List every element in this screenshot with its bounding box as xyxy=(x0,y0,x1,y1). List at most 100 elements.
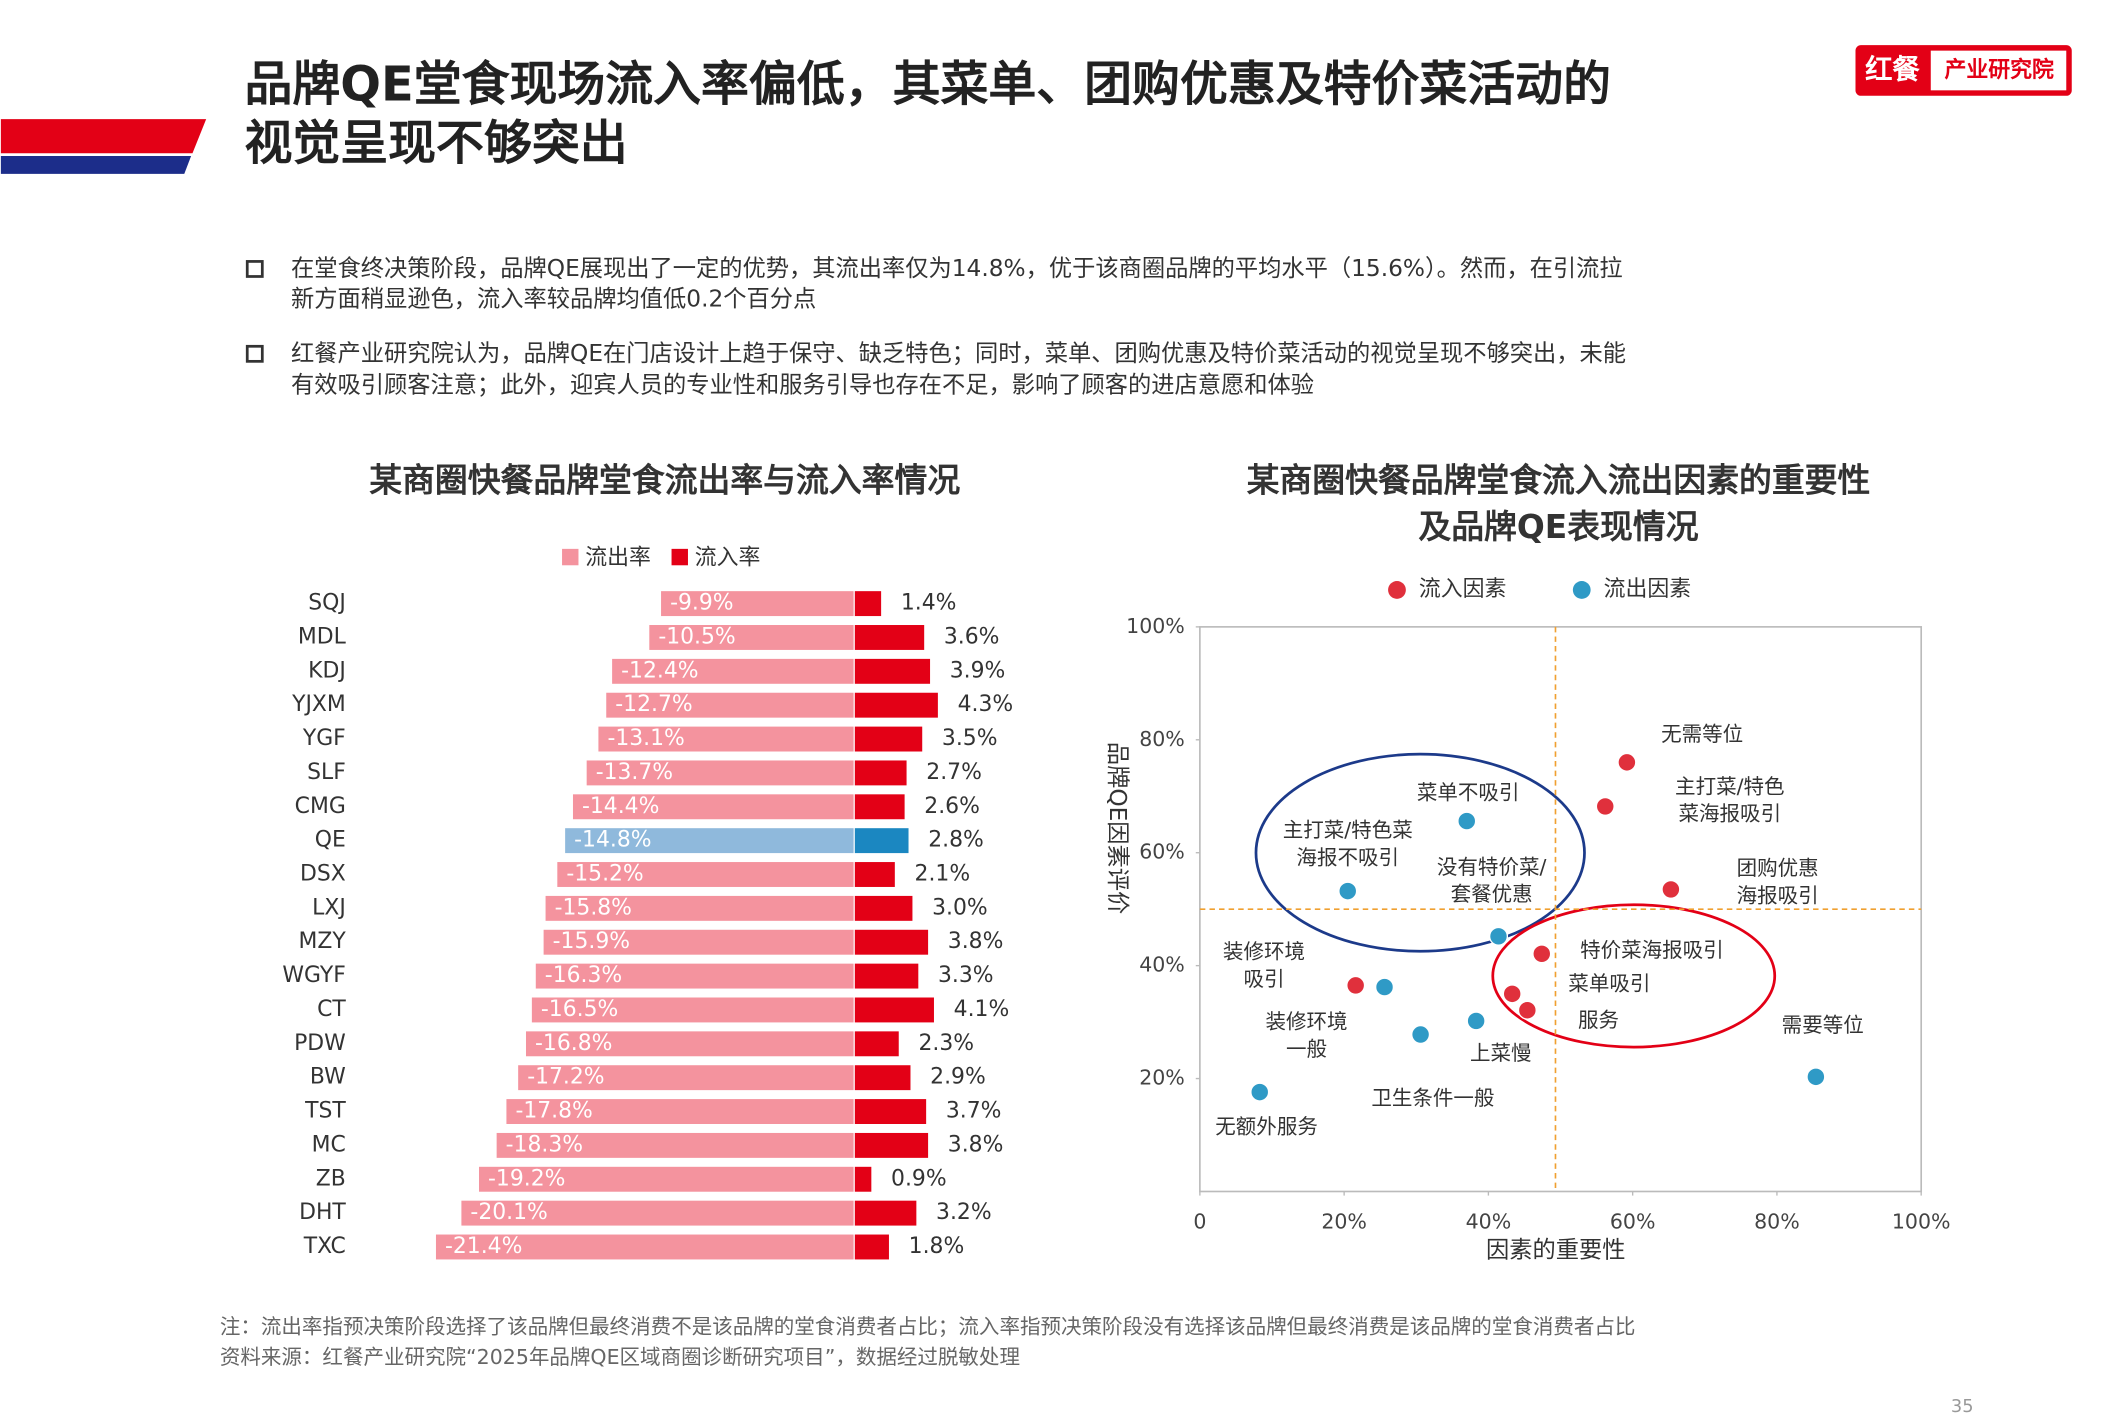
value-label: -12.7% xyxy=(615,692,692,717)
value-label: -16.3% xyxy=(545,963,622,988)
category-label: DHT xyxy=(299,1200,346,1225)
point xyxy=(1502,984,1522,1004)
bar xyxy=(853,725,924,753)
value-label: -18.3% xyxy=(506,1132,583,1157)
point-label: 菜单吸引 xyxy=(1568,971,1650,995)
bar xyxy=(524,1030,855,1058)
point-label: 特价菜海报吸引 xyxy=(1580,938,1724,962)
value-label: -15.8% xyxy=(555,895,632,920)
point-label: 卫生条件一般 xyxy=(1371,1086,1494,1110)
category-label: LXJ xyxy=(312,895,346,920)
point-label: 海报不吸引 xyxy=(1296,845,1399,869)
value-label: 2.7% xyxy=(926,760,982,785)
value-label: 1.8% xyxy=(909,1234,965,1259)
point xyxy=(1617,752,1637,772)
chart-title: 某商圈快餐品牌堂食流入流出因素的重要性 xyxy=(1247,461,1871,499)
value-label: 3.3% xyxy=(938,963,994,988)
point-label: 主打菜/特色 xyxy=(1675,774,1785,798)
point xyxy=(1466,1011,1486,1031)
bar xyxy=(853,860,896,889)
value-label: 3.8% xyxy=(948,1132,1004,1157)
bar xyxy=(853,590,883,618)
y-axis-label: 品牌QE因素评价 xyxy=(1104,742,1131,914)
value-label: 4.1% xyxy=(954,997,1010,1022)
point-label: 服务 xyxy=(1578,1008,1619,1032)
category-label: TXC xyxy=(303,1234,346,1259)
point-label: 海报吸引 xyxy=(1737,883,1819,907)
category-label: YJXM xyxy=(291,692,346,717)
category-label: PDW xyxy=(294,1031,346,1056)
value-label: 3.2% xyxy=(936,1200,992,1225)
bar xyxy=(853,1064,912,1092)
y-tick-label: 100% xyxy=(1126,614,1185,638)
point xyxy=(1338,881,1358,901)
bar xyxy=(542,928,855,956)
point xyxy=(1457,811,1477,831)
bar xyxy=(853,691,939,719)
bullet-text: 新方面稍显逊色，流入率较品牌均值低0.2个百分点 xyxy=(291,285,816,312)
x-tick-label: 40% xyxy=(1466,1209,1512,1233)
point-label: 上菜慢 xyxy=(1470,1041,1532,1065)
legend-swatch xyxy=(671,548,688,566)
title: 品牌QE堂食现场流入率偏低，其菜单、团购优惠及特价菜活动的 xyxy=(245,58,1611,113)
bar xyxy=(556,860,855,889)
logo-text: 产业研究院 xyxy=(1945,57,2054,83)
value-label: -15.9% xyxy=(553,929,630,954)
legend-label: 流出因素 xyxy=(1604,577,1692,602)
bar xyxy=(853,894,914,922)
legend-label: 流入率 xyxy=(695,545,761,570)
bullet-icon xyxy=(245,344,264,363)
category-label: MDL xyxy=(298,624,347,649)
category-label: SLF xyxy=(307,760,346,785)
value-label: -21.4% xyxy=(445,1234,522,1259)
y-tick-label: 80% xyxy=(1139,727,1185,751)
bar xyxy=(571,793,855,821)
bullet-text: 红餐产业研究院认为，品牌QE在门店设计上趋于保守、缺乏特色；同时，菜单、团购优惠… xyxy=(291,340,1626,367)
point-label: 装修环境 xyxy=(1265,1010,1347,1034)
category-label: WGYF xyxy=(282,963,345,988)
point-label: 没有特价菜/ xyxy=(1437,855,1547,879)
bar xyxy=(597,725,855,753)
value-label: -10.5% xyxy=(658,624,735,649)
value-label: -17.8% xyxy=(515,1099,592,1124)
legend-marker xyxy=(1572,581,1591,599)
category-label: DSX xyxy=(300,862,346,887)
note: 资料来源：红餐产业研究院“2025年品牌QE区域商圈诊断研究项目”，数据经过脱敏… xyxy=(220,1345,1020,1369)
bar xyxy=(605,691,855,719)
x-axis-label: 因素的重要性 xyxy=(1486,1237,1626,1264)
point xyxy=(1517,1000,1537,1020)
value-label: -16.5% xyxy=(541,997,618,1022)
point-label: 吸引 xyxy=(1243,967,1284,991)
accent-stripe xyxy=(0,119,207,154)
point-label: 团购优惠 xyxy=(1737,856,1819,880)
bar xyxy=(544,894,855,922)
y-tick-label: 20% xyxy=(1139,1066,1185,1090)
bar xyxy=(853,962,920,990)
value-label: 3.6% xyxy=(944,624,1000,649)
point xyxy=(1595,796,1615,817)
point xyxy=(1661,879,1681,899)
point xyxy=(1411,1024,1431,1045)
value-label: 3.5% xyxy=(942,726,998,751)
value-label: 0.9% xyxy=(891,1166,947,1191)
point-label: 无额外服务 xyxy=(1215,1115,1318,1139)
point-label: 无需等位 xyxy=(1661,722,1743,746)
x-tick-label: 0 xyxy=(1193,1209,1206,1233)
point xyxy=(1346,975,1366,995)
value-label: -19.2% xyxy=(488,1166,565,1191)
chart-title: 某商圈快餐品牌堂食流出率与流入率情况 xyxy=(369,461,960,499)
chart-title: 及品牌QE表现情况 xyxy=(1418,508,1698,546)
value-label: 1.4% xyxy=(901,591,957,616)
highlight-ellipse xyxy=(1254,752,1586,953)
bullet-icon xyxy=(245,260,264,278)
category-label: TST xyxy=(304,1099,346,1124)
value-label: 4.3% xyxy=(958,692,1014,717)
point xyxy=(1250,1082,1270,1102)
category-label: KDJ xyxy=(308,658,346,683)
bar xyxy=(853,657,932,685)
highlight-ellipse xyxy=(1491,903,1777,1049)
bar xyxy=(853,1199,918,1227)
value-label: 3.0% xyxy=(932,895,988,920)
bar xyxy=(853,928,930,956)
